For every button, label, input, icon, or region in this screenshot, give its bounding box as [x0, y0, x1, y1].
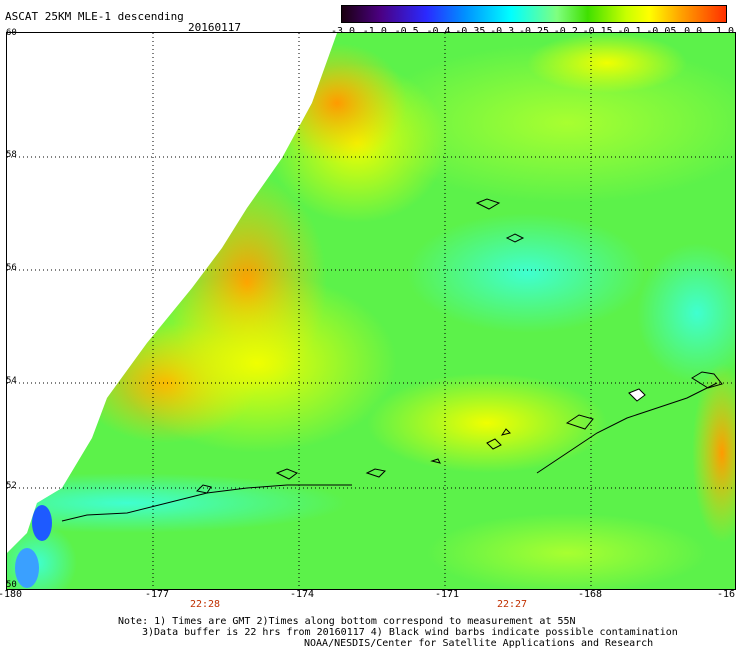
map-svg [7, 33, 735, 589]
colorbar-label: -1.0 [362, 26, 387, 37]
lat-label: 56 [6, 263, 17, 273]
colorbar-label: 1.0 [715, 26, 735, 37]
colorbar-label: -0.05 [646, 26, 677, 37]
land-patch [628, 388, 646, 402]
note-line-2: 3)Data buffer is 22 hrs from 20160117 4)… [142, 627, 678, 638]
lat-label: 54 [6, 376, 17, 386]
colorbar-label: -0.2 [553, 26, 578, 37]
colorbar-label: -0.15 [582, 26, 613, 37]
lat-label: 52 [6, 481, 17, 491]
lat-label: 60 [6, 28, 17, 38]
coastlines [61, 198, 723, 522]
colorbar-label: -0.1 [617, 26, 642, 37]
colorbar-label: -0.4 [426, 26, 451, 37]
wind-field [7, 33, 735, 589]
colorbar-label: -3.0 [330, 26, 356, 37]
map-date: 20160117 [188, 21, 241, 34]
lat-label: 58 [6, 150, 17, 160]
note-line-1: Note: 1) Times are GMT 2)Times along bot… [118, 616, 576, 627]
colorbar-label: -0.25 [518, 26, 550, 37]
colorbar-label: -0.3 [490, 26, 515, 37]
map-title: ASCAT 25KM MLE-1 descending [5, 10, 184, 23]
colorbar-label: 0.0 [684, 26, 703, 37]
lon-label: -180 [0, 589, 23, 600]
time-label: 22:27 [496, 599, 528, 610]
time-label: 22:28 [189, 599, 221, 610]
colorbar-label: -0.5 [394, 26, 419, 37]
lon-label: -174 [289, 589, 315, 600]
lon-label: -16 [716, 589, 736, 600]
lon-label: -168 [577, 589, 603, 600]
colorbar [341, 5, 727, 23]
map-panel [6, 32, 736, 590]
colorbar-label: -0.35 [455, 26, 486, 37]
note-line-3: NOAA/NESDIS/Center for Satellite Applica… [304, 638, 654, 649]
lon-label: -177 [144, 589, 170, 600]
lat-label: 50 [6, 580, 17, 590]
lon-label: -171 [434, 589, 460, 600]
graticule [7, 33, 735, 589]
